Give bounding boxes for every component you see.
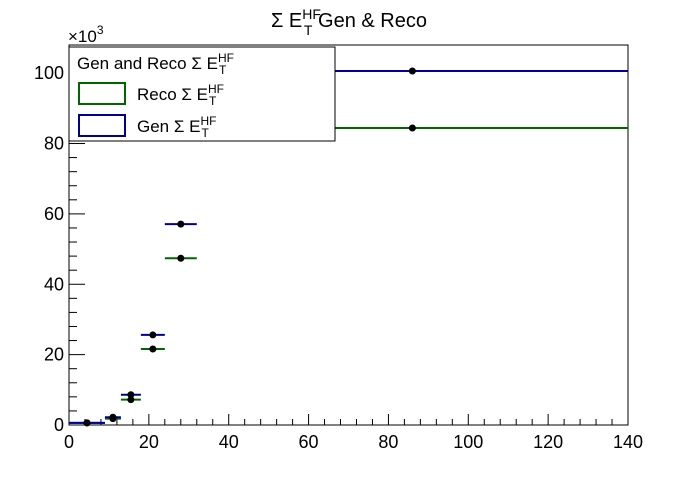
reco-data-point bbox=[177, 254, 185, 262]
legend-label-reco: Reco Σ EHF T bbox=[137, 82, 224, 108]
gen-data-point bbox=[109, 413, 117, 421]
x-tick-label: 80 bbox=[378, 432, 398, 452]
gen-data-point bbox=[83, 419, 91, 427]
x-tick-label: 60 bbox=[299, 432, 319, 452]
gen-data-point bbox=[127, 391, 135, 399]
legend-title: Gen and Reco Σ EHF T bbox=[77, 51, 234, 77]
y-tick-label: 80 bbox=[44, 134, 64, 154]
x-tick-label: 100 bbox=[453, 432, 483, 452]
y-tick-label: 0 bbox=[54, 415, 64, 435]
legend-swatch-gen bbox=[78, 114, 126, 137]
y-tick-label: 100 bbox=[34, 63, 64, 83]
legend-label-gen: Gen Σ EHF T bbox=[137, 114, 216, 140]
plot-frame bbox=[68, 44, 629, 426]
gen-data-point bbox=[177, 220, 185, 228]
y-tick-label: 40 bbox=[44, 274, 64, 294]
gen-data-point bbox=[408, 67, 416, 75]
x-tick-label: 0 bbox=[64, 432, 74, 452]
x-tick-label: 20 bbox=[139, 432, 159, 452]
y-tick-label: 20 bbox=[44, 345, 64, 365]
legend-box bbox=[68, 46, 336, 142]
legend-swatch-reco bbox=[78, 82, 126, 105]
reco-data-point bbox=[149, 345, 157, 353]
reco-data-point bbox=[408, 124, 416, 132]
y-tick-label: 60 bbox=[44, 204, 64, 224]
legend: Gen and Reco Σ EHF T Reco Σ EHF T Gen Σ EH… bbox=[68, 46, 336, 142]
y-multiplier-label: ×103 bbox=[68, 23, 104, 46]
x-tick-label: 140 bbox=[613, 432, 643, 452]
chart-title: Σ EHF T Gen & Reco bbox=[271, 6, 427, 38]
reco-data-point bbox=[127, 396, 135, 404]
x-tick-label: 120 bbox=[533, 432, 563, 452]
x-tick-label: 40 bbox=[219, 432, 239, 452]
gen-data-point bbox=[149, 331, 157, 339]
